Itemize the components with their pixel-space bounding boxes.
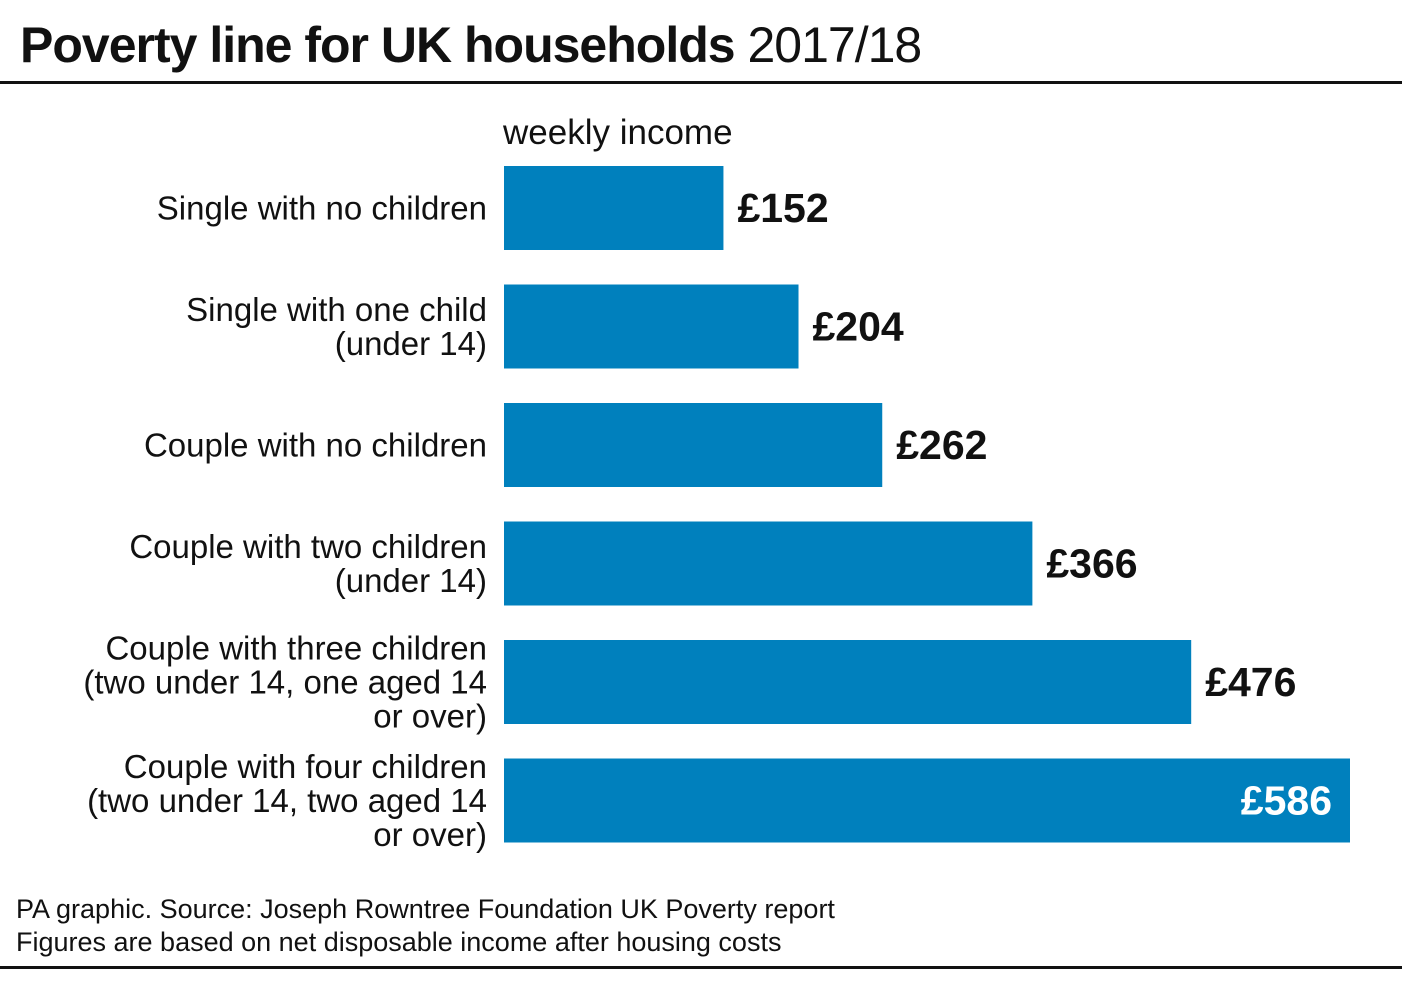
value-label-5: £586 [1241, 778, 1332, 824]
footer: PA graphic. Source: Joseph Rowntree Foun… [16, 893, 835, 959]
x-axis-label: weekly income [502, 113, 733, 152]
value-label-3: £366 [1046, 541, 1137, 587]
bar-chart: weekly income Single with no children £15… [83, 113, 1350, 853]
bar-3 [504, 521, 1033, 606]
category-label-5-0: Couple with four children [124, 748, 487, 785]
chart-title: Poverty line for UK households 2017/18 [20, 14, 922, 76]
category-label-3-1: (under 14) [335, 562, 487, 599]
category-label-1-0: Single with one child [186, 291, 487, 328]
chart-title-year: 2017/18 [747, 17, 922, 73]
category-label-0-0: Single with no children [157, 190, 487, 227]
category-label-4-1: (two under 14, one aged 14 [83, 664, 487, 701]
value-label-4: £476 [1205, 659, 1296, 705]
category-label-5-2: or over) [373, 816, 487, 853]
methodology-note: Figures are based on net disposable inco… [16, 927, 782, 957]
value-label-2: £262 [896, 422, 987, 468]
category-label-4-2: or over) [373, 698, 487, 735]
value-label-0: £152 [737, 185, 828, 231]
category-label-5-1: (two under 14, two aged 14 [87, 782, 487, 819]
value-label-1: £204 [813, 304, 904, 350]
chart-title-main: Poverty line for UK households [20, 17, 736, 73]
bars-group: Single with no children £152 Single with o… [83, 166, 1350, 853]
bar-1 [504, 284, 799, 369]
top-divider [0, 81, 1402, 84]
bar-5 [504, 758, 1350, 843]
bar-0 [504, 166, 724, 250]
category-label-4-0: Couple with three children [105, 630, 487, 667]
category-label-1-1: (under 14) [335, 325, 487, 362]
bar-4 [504, 640, 1192, 724]
bar-2 [504, 403, 883, 487]
source-note: PA graphic. Source: Joseph Rowntree Foun… [16, 894, 835, 924]
category-label-3-0: Couple with two children [129, 528, 487, 565]
bottom-divider [0, 966, 1402, 969]
category-label-2-0: Couple with no children [144, 427, 487, 464]
